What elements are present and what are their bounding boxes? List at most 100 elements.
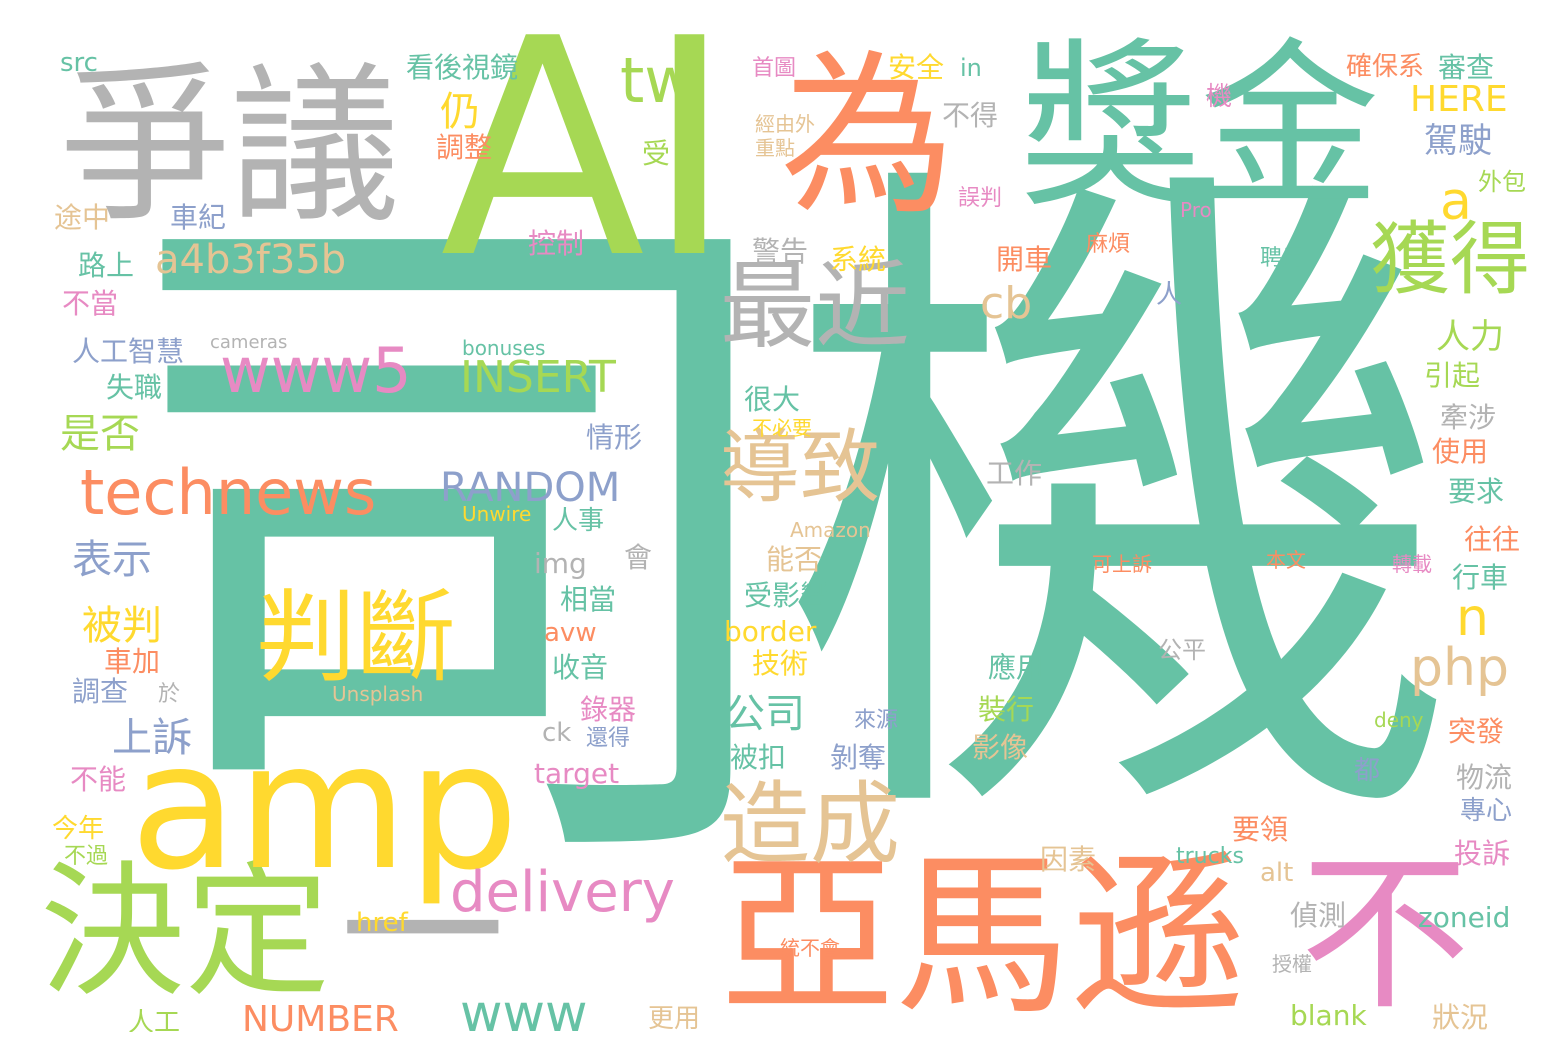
- word-bu: 不: [1300, 836, 1471, 1032]
- word-ji: 機: [780, 114, 1460, 905]
- word-tuzhong: 途中: [54, 201, 111, 234]
- word-huode: 獲得: [1370, 213, 1528, 306]
- word-insert: INSERT: [460, 352, 616, 403]
- word-diaocha: 調查: [72, 675, 129, 708]
- word-amazon: 亞馬遜: [720, 836, 1245, 1032]
- word-amazon-en: Amazon: [790, 518, 871, 542]
- word-shiyong: 使用: [1432, 435, 1489, 468]
- word-random: RANDOM: [440, 465, 621, 511]
- word-tw: tw: [620, 44, 696, 117]
- word-cameras: cameras: [210, 332, 288, 353]
- word-number: NUMBER: [242, 999, 399, 1033]
- word-xingche: 行車: [1452, 561, 1509, 594]
- word-keshangsu: 可上訴: [1092, 552, 1152, 576]
- word-amp: amp: [130, 706, 519, 909]
- word-gongping: 公平: [1158, 636, 1206, 664]
- word-henda: 很大: [744, 383, 801, 416]
- word-yinqi: 引起: [1424, 359, 1481, 392]
- word-renli: 人力: [1436, 317, 1504, 357]
- word-shou: 受: [642, 137, 671, 170]
- word-cheji: 車紀: [170, 201, 227, 234]
- word-kanhoushijing: 看後視鏡: [406, 51, 519, 84]
- word-benwen: 本文: [1266, 548, 1306, 572]
- word-yinsu: 因素: [1040, 843, 1097, 876]
- word-img: img: [534, 547, 587, 580]
- word-chejia: 車加: [104, 645, 161, 678]
- word-bonuses: bonuses: [462, 336, 546, 360]
- word-wangwang: 往往: [1464, 523, 1521, 556]
- word-bude: 不得: [942, 99, 999, 132]
- word-shouyingxiang: 受影響: [744, 579, 829, 612]
- word-href: href: [356, 908, 408, 938]
- word-tufa: 突發: [1448, 715, 1505, 748]
- word-tousu: 投訴: [1454, 837, 1511, 870]
- word-rengong: 人工: [128, 1008, 181, 1032]
- word-a: a: [1440, 172, 1472, 232]
- word-beikou: 被扣: [730, 741, 787, 774]
- word-php: php: [1410, 638, 1509, 698]
- word-yaoling: 要領: [1232, 813, 1289, 846]
- word-border: border: [724, 615, 817, 648]
- word-daozhi: 導致: [720, 421, 880, 514]
- word-shifou: 是否: [60, 411, 140, 457]
- word-mafan: 麻煩: [1086, 232, 1131, 257]
- word-zhuanxin: 專心: [1460, 796, 1513, 826]
- word-boduo: 剝奪: [830, 741, 887, 774]
- word-hui: 會: [624, 541, 653, 574]
- word-alt: alt: [1260, 858, 1294, 888]
- word-here: HERE: [1410, 79, 1508, 120]
- word-cloud: 機 司 AI 獎金 爭議 為 亞馬遜 決定 amp 不 判斷 一 最近 獲得 導…: [20, 20, 1528, 1032]
- word-jishu: 技術: [752, 647, 809, 680]
- word-qingxing: 情形: [586, 421, 643, 454]
- word-pinyong: 聘用: [1260, 246, 1305, 271]
- word-kaiche: 開車: [996, 243, 1053, 276]
- word-jinnian: 今年: [52, 814, 105, 844]
- word-gengyong: 更用: [648, 1004, 701, 1032]
- word-yaoqiu: 要求: [1448, 475, 1505, 508]
- word-shouquan: 授權: [1272, 952, 1312, 976]
- word-dou: 都: [1354, 756, 1381, 786]
- word-reng: 仍: [440, 89, 480, 135]
- word-buneng: 不能: [70, 763, 127, 796]
- word-luqi: 錄器: [580, 693, 637, 726]
- word-n: n: [1456, 588, 1489, 648]
- word-wuliu: 物流: [1456, 761, 1513, 794]
- word-lushang: 路上: [78, 249, 135, 282]
- word-jiashi: 駕駛: [1424, 121, 1492, 161]
- word-zoneid: zoneid: [1418, 901, 1511, 934]
- word-nengfou: 能否: [766, 543, 823, 576]
- word-zhence: 偵測: [1290, 899, 1347, 932]
- word-technews: technews: [80, 456, 377, 529]
- word-yingxiang: 影像: [972, 731, 1029, 764]
- word-www5: www5: [220, 334, 412, 407]
- word-yingyong: 應用: [988, 651, 1045, 684]
- word-in: in: [960, 54, 982, 82]
- word-src: src: [60, 48, 98, 78]
- word-shangsu: 上訴: [112, 715, 192, 761]
- word-quebaoxi: 確保系: [1346, 52, 1425, 82]
- word-gongsi: 公司: [725, 691, 805, 737]
- word-trucks: trucks: [1176, 844, 1244, 869]
- word-renshi: 人事: [552, 506, 605, 536]
- word-panduan: 判斷: [256, 579, 456, 696]
- word-zuijin: 最近: [720, 252, 911, 362]
- word-zhengyi: 爭議: [60, 48, 401, 246]
- word-jueding: 決定: [40, 848, 330, 1017]
- word-zhuangxing: 裝行: [978, 693, 1035, 726]
- word-unsplash: Unsplash: [332, 682, 424, 706]
- word-delivery: delivery: [450, 860, 675, 925]
- word-target: target: [534, 757, 620, 790]
- word-unwire: Unwire: [462, 502, 532, 526]
- word-www: www: [460, 984, 588, 1032]
- word-jingyouwai: 經由外: [755, 112, 815, 136]
- word-zhuanzai: 轉載: [1392, 552, 1432, 576]
- word-budang: 不當: [62, 287, 119, 320]
- word-jinggao: 警告: [752, 235, 809, 268]
- word-wei: 為: [780, 36, 955, 239]
- word-wupan: 誤判: [958, 186, 1003, 211]
- word-xitong: 系統: [830, 243, 887, 276]
- word-pro: Pro: [1180, 198, 1212, 222]
- word-laiyuan: 來源: [854, 708, 899, 733]
- word-deny: deny: [1374, 708, 1424, 732]
- word-tiaozheng: 調整: [436, 131, 493, 164]
